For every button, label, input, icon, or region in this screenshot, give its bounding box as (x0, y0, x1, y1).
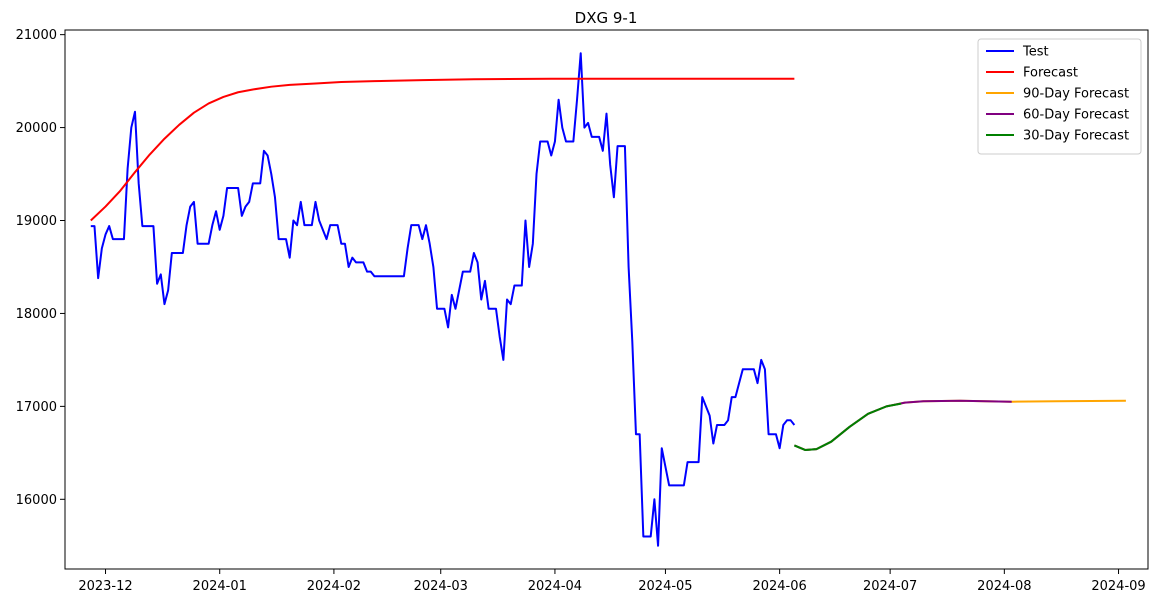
x-tick-label: 2024-08 (977, 579, 1031, 594)
y-tick-label: 18000 (16, 307, 57, 322)
y-tick-label: 20000 (16, 121, 57, 136)
chart-title: DXG 9-1 (575, 9, 638, 27)
x-tick-label: 2024-06 (752, 579, 806, 594)
series-line-30-day-forecast (793, 402, 902, 452)
x-tick-label: 2024-01 (193, 579, 247, 594)
x-axis: 2023-12 2024-01 2024-02 2024-03 2024-04 2024-… (78, 569, 1146, 594)
legend: Test Forecast 90-Day Forecast 60-Day Foreca… (977, 38, 1142, 155)
y-tick-label: 19000 (16, 214, 57, 229)
x-tick-label: 2023-12 (78, 579, 132, 594)
x-tick-label: 2024-02 (307, 579, 361, 594)
series-line-forecast (90, 77, 795, 222)
series-layer (90, 52, 1126, 547)
y-tick-label: 16000 (16, 493, 57, 508)
x-tick-label: 2024-04 (528, 579, 582, 594)
legend-label-90-day-forecast: 90-Day Forecast (1023, 87, 1129, 102)
x-tick-label: 2024-05 (638, 579, 692, 594)
y-tick-label: 17000 (16, 400, 57, 415)
y-axis: 16000 17000 18000 19000 20000 21000 (16, 28, 65, 508)
y-tick-label: 21000 (16, 28, 57, 43)
legend-label-forecast: Forecast (1023, 66, 1078, 81)
legend-label-test: Test (1022, 45, 1049, 60)
legend-box (977, 38, 1142, 155)
x-tick-label: 2024-03 (414, 579, 468, 594)
x-tick-label: 2024-07 (863, 579, 917, 594)
legend-label-60-day-forecast: 60-Day Forecast (1023, 108, 1129, 123)
x-tick-label: 2024-09 (1091, 579, 1145, 594)
legend-label-30-day-forecast: 30-Day Forecast (1023, 129, 1129, 144)
plot-frame (64, 29, 1149, 570)
series-line-test (90, 52, 796, 547)
